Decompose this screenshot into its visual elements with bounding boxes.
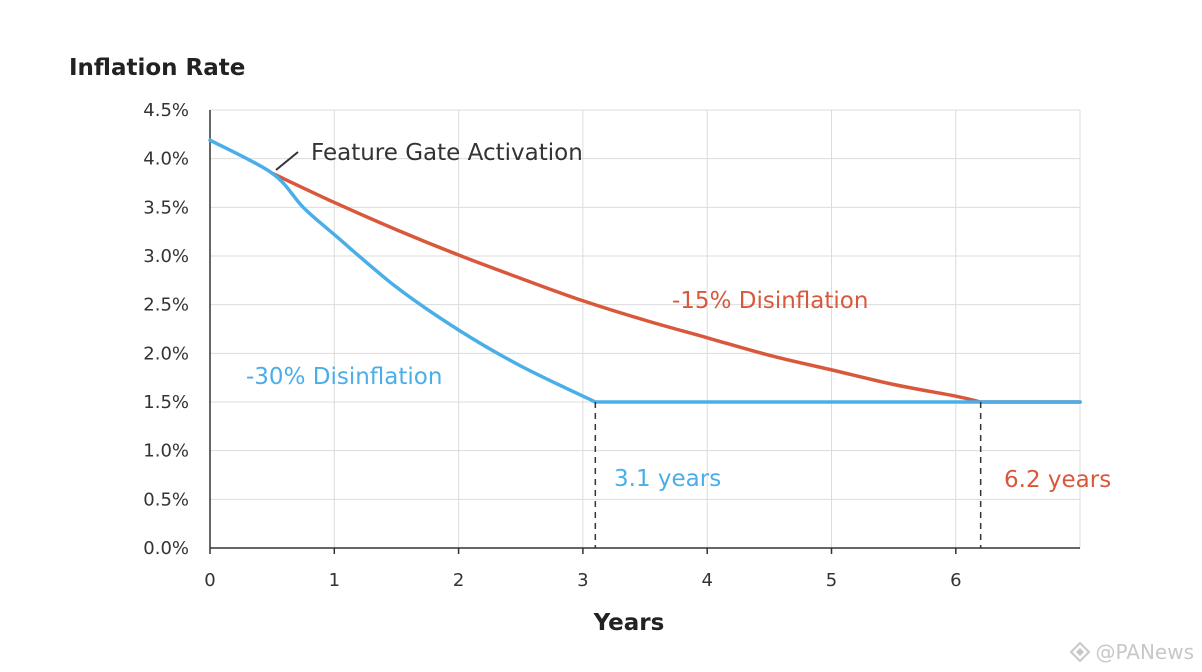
x-tick-label: 6 bbox=[950, 570, 961, 591]
y-tick-label: 2.5% bbox=[143, 295, 189, 316]
tick-labels: 0.0% 0.5% 1.0% 1.5% 2.0% 2.5% 3.0% 3.5% 4.0% 4.5%… bbox=[143, 100, 961, 591]
y-tick-label: 1.0% bbox=[143, 441, 189, 462]
x-tick-label: 1 bbox=[329, 570, 340, 591]
x-tick-label: 4 bbox=[701, 570, 712, 591]
marker-label-3-1-years: 3.1 years bbox=[614, 466, 721, 492]
x-tick-label: 2 bbox=[453, 570, 464, 591]
series-line-disinflation-30 bbox=[208, 138, 1082, 404]
x-tick-label: 3 bbox=[577, 570, 588, 591]
series-line-disinflation-15 bbox=[270, 171, 1082, 404]
panews-logo-icon bbox=[1070, 641, 1091, 663]
x-axis-title: Years bbox=[593, 610, 665, 636]
y-tick-label: 0.5% bbox=[143, 489, 189, 510]
disinflation-15-label: -15% Disinflation bbox=[672, 288, 868, 314]
y-tick-label: 4.5% bbox=[143, 100, 189, 121]
grid-lines bbox=[210, 109, 1081, 548]
y-tick-label: 3.5% bbox=[143, 197, 189, 218]
disinflation-30-label: -30% Disinflation bbox=[246, 364, 442, 390]
y-tick-label: 0.0% bbox=[143, 538, 189, 559]
watermark-text: @PANews bbox=[1095, 640, 1194, 664]
year-markers bbox=[594, 402, 982, 548]
feature-gate-annotation: Feature Gate Activation bbox=[311, 140, 583, 166]
feature-gate-leader-line bbox=[275, 151, 299, 171]
y-tick-label: 2.0% bbox=[143, 343, 189, 364]
y-tick-label: 3.0% bbox=[143, 246, 189, 267]
y-tick-label: 1.5% bbox=[143, 392, 189, 413]
x-tick-label: 0 bbox=[204, 570, 215, 591]
x-tick-label: 5 bbox=[826, 570, 837, 591]
series-lines bbox=[208, 138, 1082, 404]
watermark: @PANews bbox=[1069, 640, 1194, 664]
marker-label-6-2-years: 6.2 years bbox=[1004, 467, 1111, 493]
axes bbox=[209, 110, 1080, 554]
y-axis-title: Inflation Rate bbox=[69, 55, 245, 81]
y-tick-label: 4.0% bbox=[143, 149, 189, 170]
